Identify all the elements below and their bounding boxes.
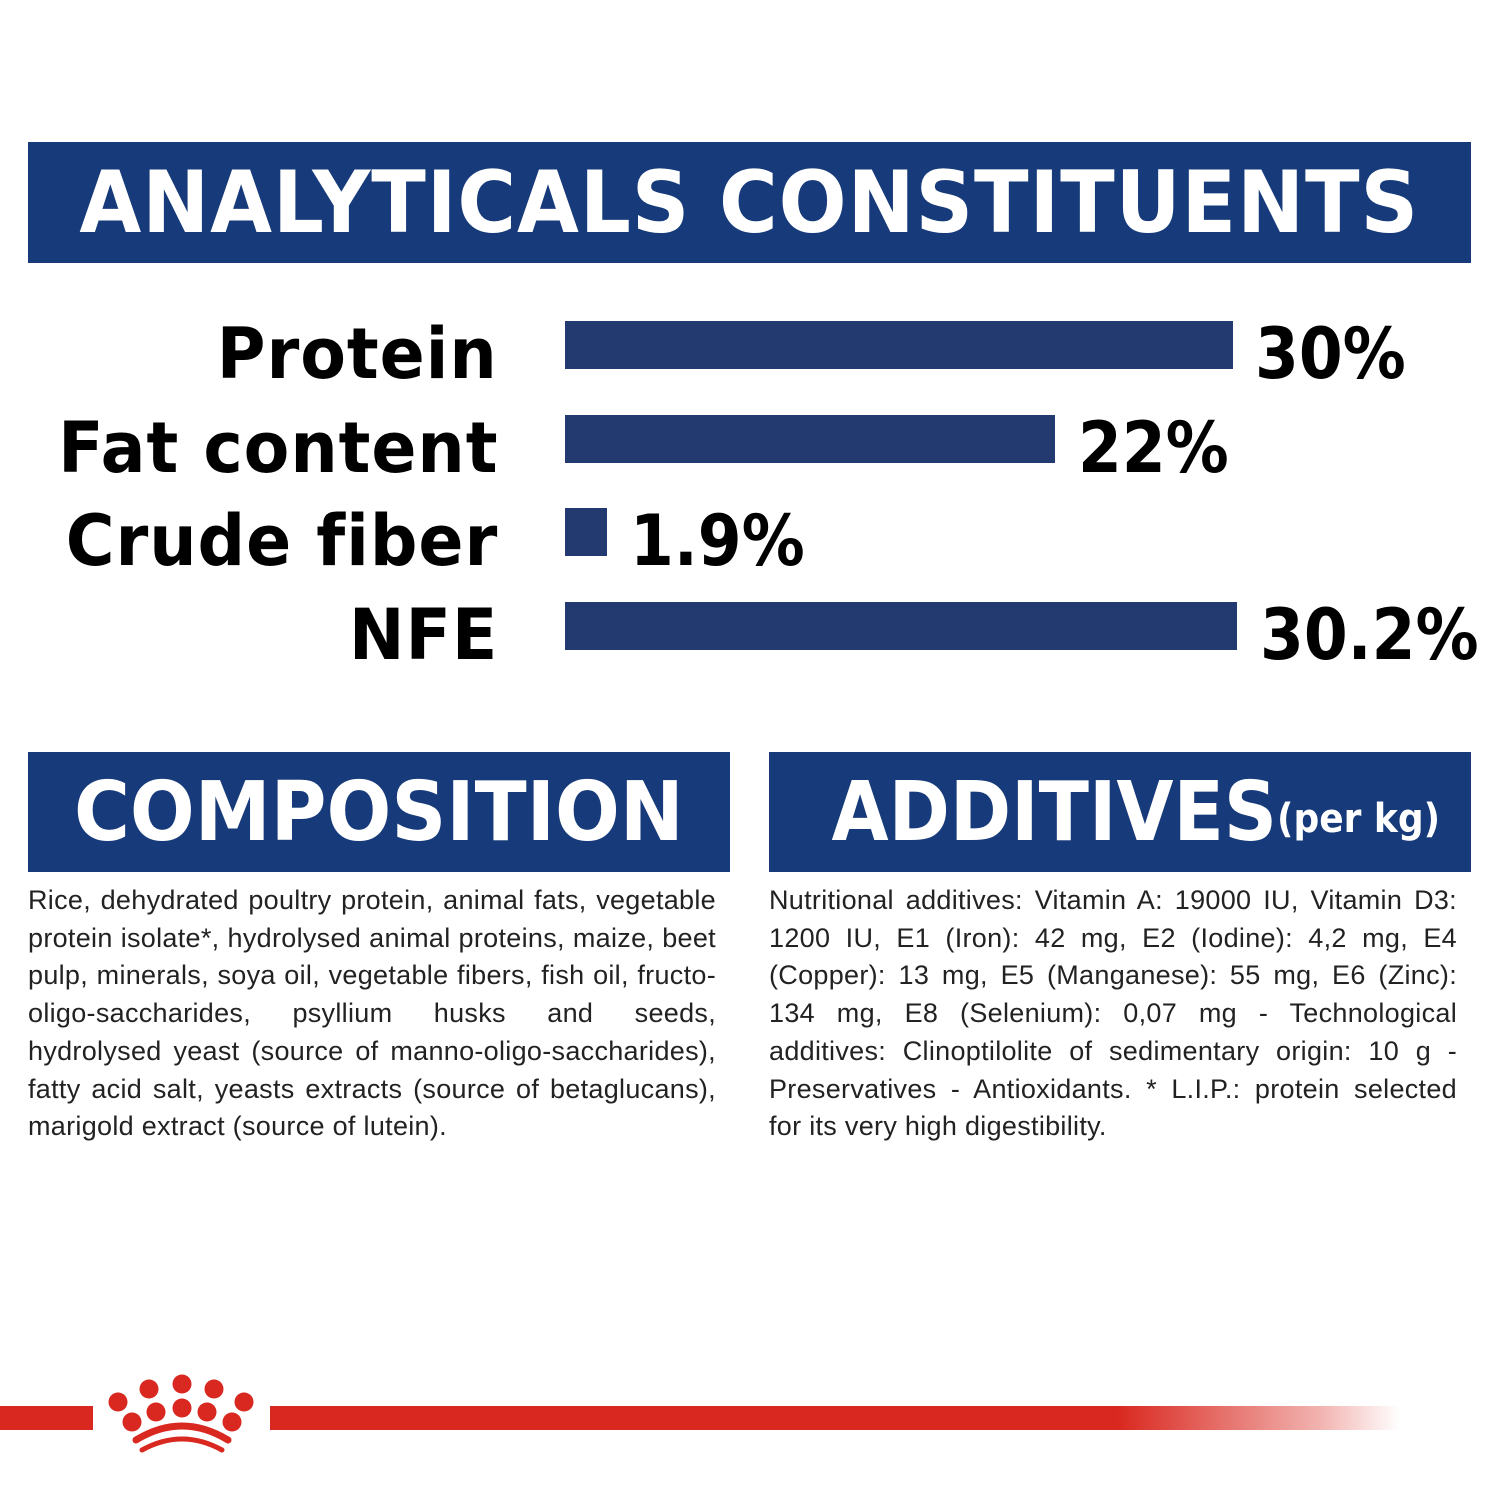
brand-line-right — [270, 1406, 1400, 1430]
composition-header: COMPOSITION — [28, 752, 730, 872]
additives-header: ADDITIVES (per kg) — [769, 752, 1471, 872]
constituent-value: 30% — [1255, 313, 1406, 395]
constituent-bar — [565, 602, 1237, 650]
constituent-row-fat: Fat content 22% — [0, 407, 1500, 489]
constituent-row-fiber: Crude fiber 1.9% — [0, 500, 1500, 582]
crown-icon — [108, 1374, 254, 1453]
constituent-label: Fat content — [57, 407, 498, 489]
constituent-row-nfe: NFE 30.2% — [0, 594, 1500, 676]
constituent-value: 22% — [1078, 407, 1229, 489]
constituent-row-protein: Protein 30% — [0, 313, 1500, 395]
constituent-bar — [565, 415, 1055, 463]
composition-heading: COMPOSITION — [74, 764, 684, 860]
constituent-bar — [565, 321, 1233, 369]
constituent-value: 30.2% — [1260, 594, 1479, 676]
brand-line-left — [0, 1406, 93, 1430]
constituent-bar — [565, 508, 607, 556]
additives-text: Nutritional additives: Vitamin A: 19000 … — [769, 885, 1457, 1142]
page-title: ANALYTICALS CONSTITUENTS — [79, 152, 1420, 253]
composition-text: Rice, dehydrated poultry protein, animal… — [28, 885, 716, 1142]
constituent-label: Protein — [217, 313, 498, 395]
constituent-label: Crude fiber — [65, 500, 498, 582]
additives-heading-suffix: (per kg) — [1276, 796, 1441, 842]
analytical-constituents-header: ANALYTICALS CONSTITUENTS — [28, 142, 1471, 263]
constituent-label: NFE — [348, 594, 498, 676]
constituent-value: 1.9% — [630, 500, 805, 582]
additives-heading: ADDITIVES — [831, 764, 1277, 860]
